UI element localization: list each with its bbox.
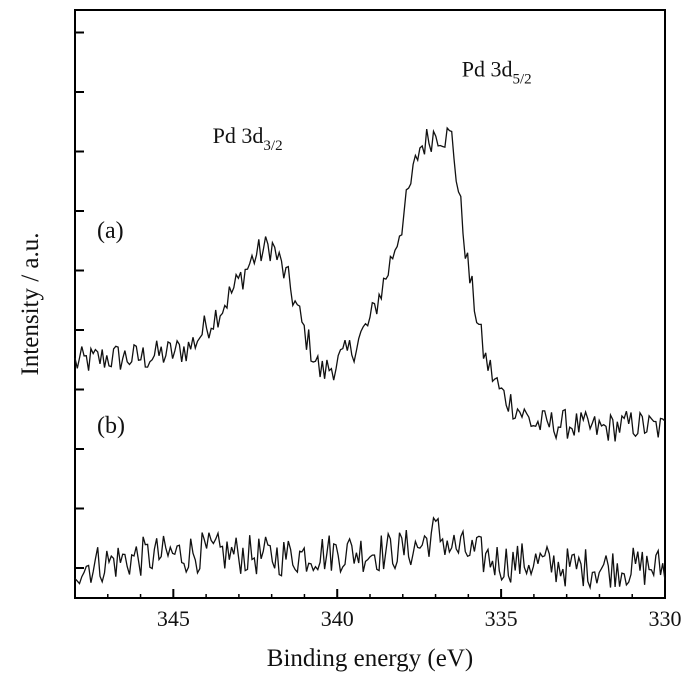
x-axis-title: Binding energy (eV) — [267, 645, 473, 672]
peak-annotation-subscript: 5/2 — [513, 71, 532, 87]
series-b — [74, 516, 666, 591]
peak-annotation-subscript: 3/2 — [263, 138, 282, 154]
plot-frame — [74, 9, 666, 599]
peak-annotation-main: Pd 3d — [213, 123, 264, 148]
x-tick-label: 330 — [649, 606, 682, 631]
peak-annotation: Pd 3d3/2 — [213, 123, 283, 154]
x-tick-label: 335 — [485, 606, 518, 631]
peak-annotation-main: Pd 3d — [462, 56, 513, 81]
peak-annotation: Pd 3d5/2 — [462, 56, 532, 87]
series-line — [74, 126, 666, 442]
y-axis-title: Intensity / a.u. — [17, 232, 44, 375]
series-line — [74, 516, 666, 591]
series-a — [74, 126, 666, 442]
series-label: (a) — [97, 218, 124, 244]
x-tick-label: 340 — [321, 606, 354, 631]
series-label: (b) — [97, 413, 125, 439]
x-tick-label: 345 — [157, 606, 190, 631]
